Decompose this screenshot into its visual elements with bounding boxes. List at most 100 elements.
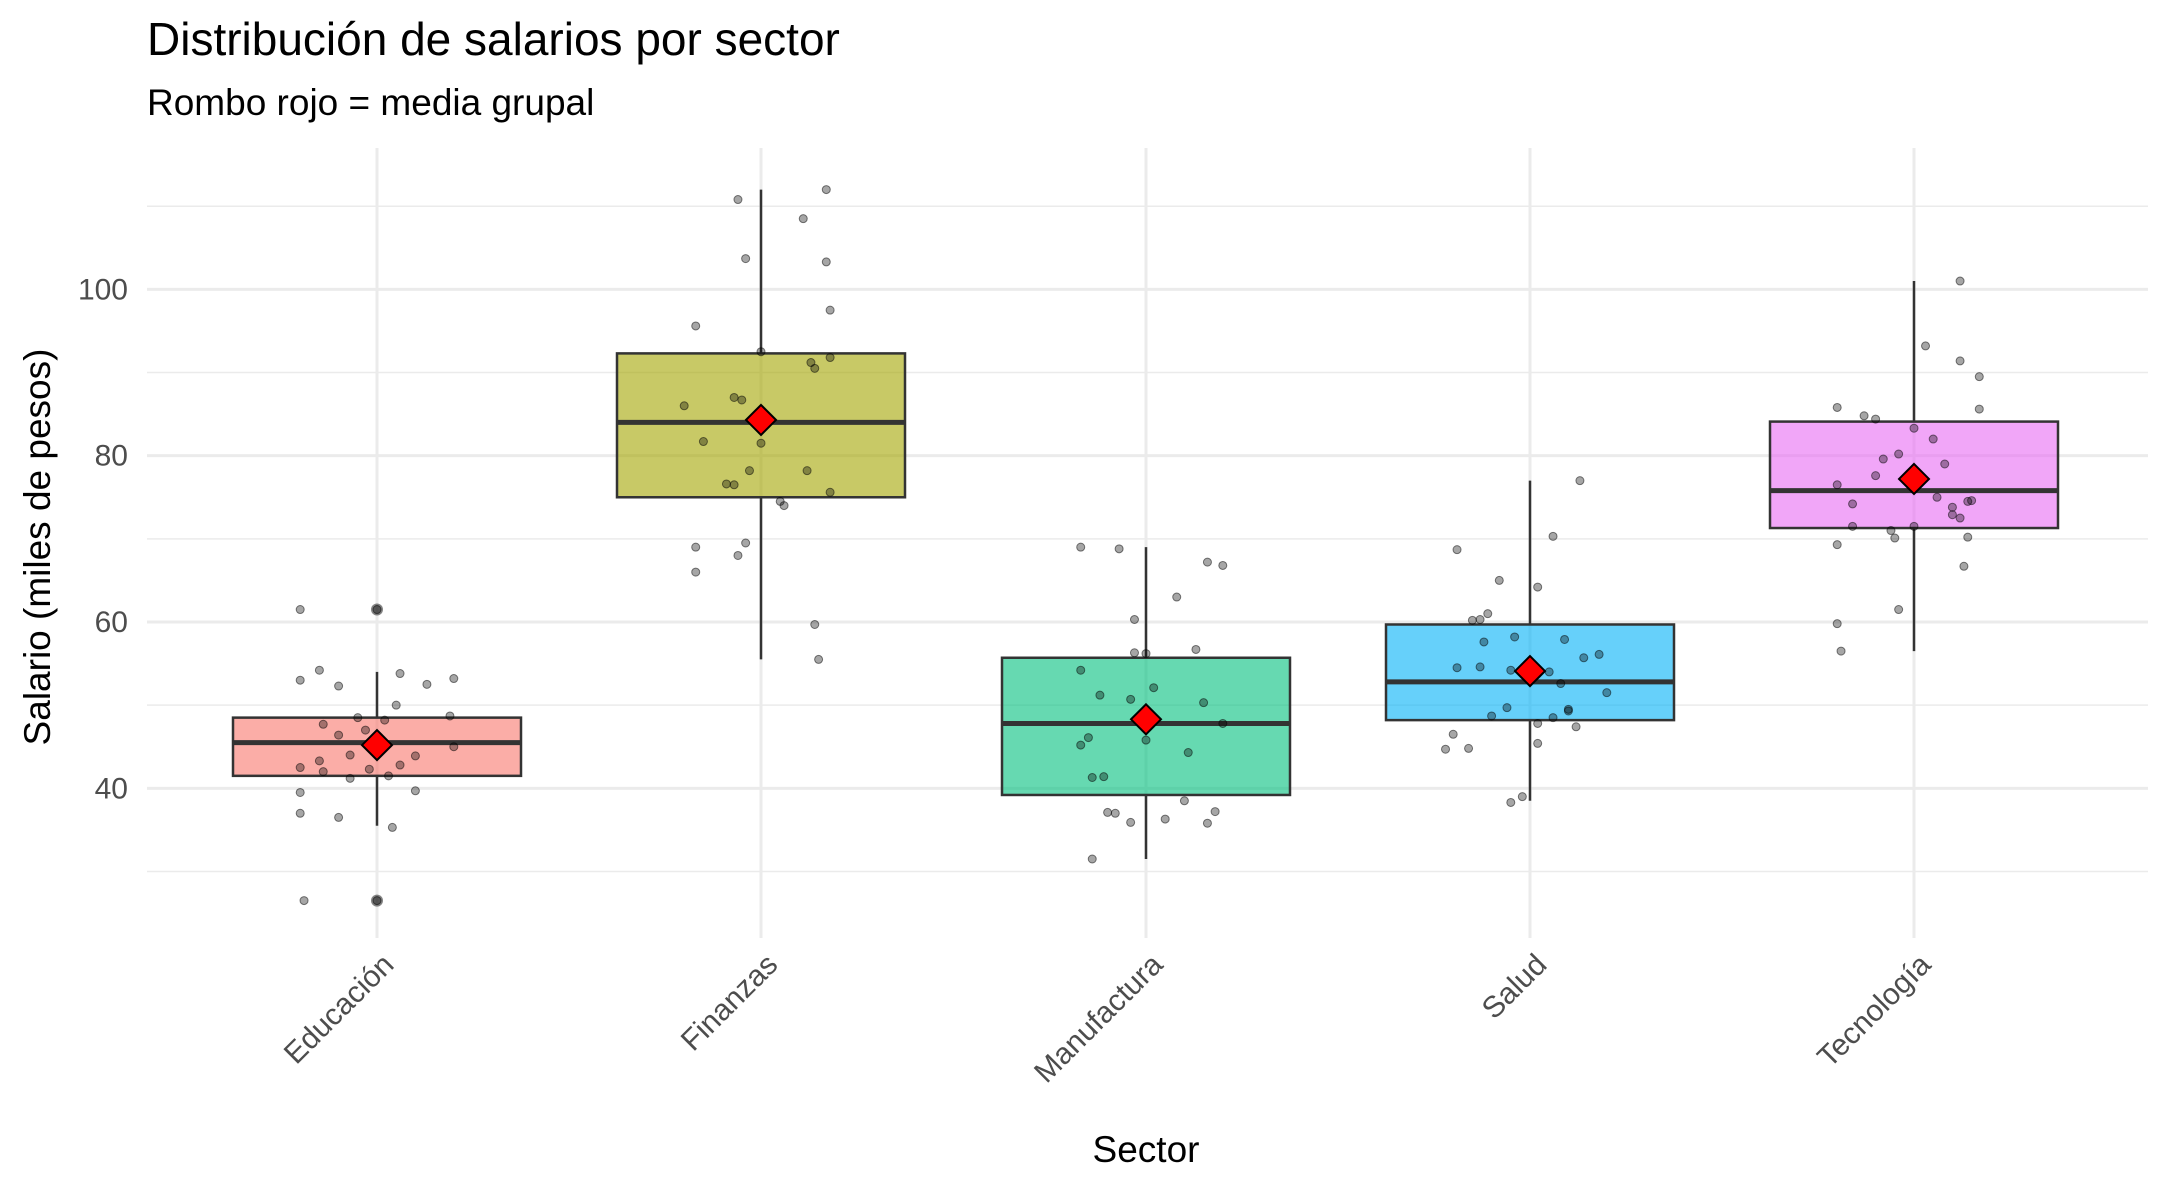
x-tick-label: Manufactura bbox=[1028, 948, 1169, 1089]
data-point bbox=[318, 767, 328, 777]
jitter-points bbox=[295, 185, 1984, 906]
data-point bbox=[1967, 496, 1977, 506]
data-point bbox=[445, 711, 455, 721]
data-point bbox=[372, 605, 382, 615]
x-tick-label: Finanzas bbox=[675, 948, 784, 1057]
data-point bbox=[698, 437, 708, 447]
data-point bbox=[1575, 476, 1585, 486]
chart-title: Distribución de salarios por sector bbox=[147, 13, 840, 65]
data-point bbox=[1579, 653, 1589, 663]
data-point bbox=[1467, 615, 1477, 625]
data-point bbox=[1571, 722, 1581, 732]
data-point bbox=[1959, 561, 1969, 571]
data-point bbox=[1441, 744, 1451, 754]
data-point bbox=[1947, 510, 1957, 520]
data-point bbox=[1594, 649, 1604, 659]
box-1 bbox=[615, 189, 907, 660]
data-point bbox=[334, 730, 344, 740]
mean-diamond bbox=[1513, 654, 1547, 688]
data-point bbox=[353, 713, 363, 723]
data-point bbox=[1191, 644, 1201, 654]
data-point bbox=[825, 487, 835, 497]
data-point bbox=[395, 669, 405, 679]
data-point bbox=[1141, 649, 1151, 659]
data-point bbox=[387, 822, 397, 832]
chart-subtitle: Rombo rojo = media grupal bbox=[147, 82, 595, 123]
data-point bbox=[1506, 797, 1516, 807]
data-point bbox=[410, 786, 420, 796]
data-point bbox=[1947, 502, 1957, 512]
data-point bbox=[449, 742, 459, 752]
data-point bbox=[422, 679, 432, 689]
data-point bbox=[1928, 434, 1938, 444]
data-point bbox=[1974, 404, 1984, 414]
data-point bbox=[1129, 615, 1139, 625]
y-axis-title: Salario (miles de pesos) bbox=[17, 349, 58, 746]
data-point bbox=[1487, 711, 1497, 721]
grid-lines bbox=[147, 148, 2148, 938]
data-point bbox=[1909, 423, 1919, 433]
y-tick-label: 60 bbox=[95, 606, 128, 639]
data-point bbox=[1832, 402, 1842, 412]
data-point bbox=[1886, 526, 1896, 536]
data-point bbox=[1533, 718, 1543, 728]
x-tick-label: Salud bbox=[1476, 948, 1554, 1026]
data-point bbox=[334, 812, 344, 822]
data-point bbox=[295, 763, 305, 773]
data-point bbox=[1548, 713, 1558, 723]
data-point bbox=[1871, 414, 1881, 424]
data-point bbox=[825, 353, 835, 363]
data-point bbox=[295, 675, 305, 685]
data-point bbox=[729, 480, 739, 490]
data-point bbox=[721, 479, 731, 489]
y-tick-label: 40 bbox=[95, 772, 128, 805]
data-point bbox=[395, 760, 405, 770]
data-point bbox=[345, 773, 355, 783]
data-point bbox=[756, 347, 766, 357]
data-point bbox=[1963, 532, 1973, 542]
data-point bbox=[1103, 807, 1113, 817]
data-point bbox=[1141, 735, 1151, 745]
data-point bbox=[1533, 582, 1543, 592]
data-point bbox=[1955, 276, 1965, 286]
data-point bbox=[1602, 688, 1612, 698]
data-point bbox=[1076, 665, 1086, 675]
data-point bbox=[1506, 665, 1516, 675]
data-point bbox=[384, 771, 394, 781]
data-point bbox=[314, 756, 324, 766]
data-point bbox=[1202, 557, 1212, 567]
mean-diamond bbox=[1897, 462, 1931, 496]
data-point bbox=[295, 808, 305, 818]
data-point bbox=[779, 501, 789, 511]
data-point bbox=[1832, 619, 1842, 629]
data-point bbox=[1560, 634, 1570, 644]
data-point bbox=[410, 751, 420, 761]
data-point bbox=[314, 665, 324, 675]
data-point bbox=[1202, 818, 1212, 828]
data-point bbox=[1218, 560, 1228, 570]
box-3 bbox=[1384, 480, 1676, 801]
x-tick-label: Tecnología bbox=[1811, 948, 1937, 1074]
data-point bbox=[364, 764, 374, 774]
data-point bbox=[821, 185, 831, 195]
x-tick-label: Educación bbox=[278, 948, 400, 1070]
data-point bbox=[360, 725, 370, 735]
data-point bbox=[737, 395, 747, 405]
data-point bbox=[334, 681, 344, 691]
data-point bbox=[1494, 575, 1504, 585]
data-point bbox=[821, 257, 831, 267]
data-point bbox=[1099, 772, 1109, 782]
data-point bbox=[802, 466, 812, 476]
data-point bbox=[1218, 718, 1228, 728]
data-point bbox=[1083, 733, 1093, 743]
data-point bbox=[1126, 694, 1136, 704]
mean-diamond bbox=[360, 728, 394, 762]
box-body bbox=[1384, 623, 1676, 722]
data-point bbox=[1890, 533, 1900, 543]
data-point bbox=[814, 654, 824, 664]
data-point bbox=[1533, 738, 1543, 748]
data-point bbox=[1448, 729, 1458, 739]
data-point bbox=[1974, 372, 1984, 382]
data-point bbox=[691, 321, 701, 331]
